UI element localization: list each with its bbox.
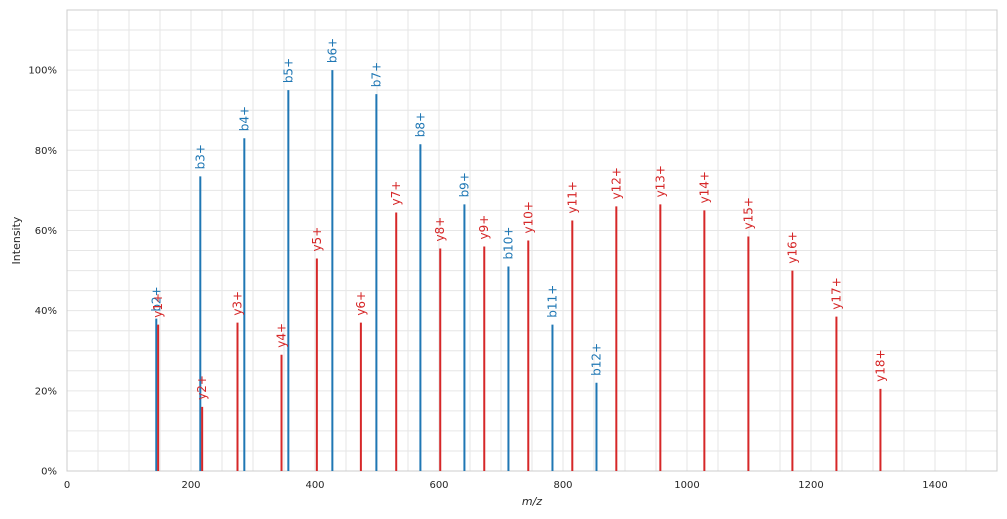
peak-label-b2: b2+ bbox=[149, 286, 163, 311]
peak-label-y13: y13+ bbox=[653, 165, 667, 197]
peak-label-y2: y2+ bbox=[195, 375, 209, 400]
peak-label-y6: y6+ bbox=[354, 291, 368, 316]
peak-label-y3: y3+ bbox=[231, 291, 245, 316]
peak-label-y10: y10+ bbox=[521, 201, 535, 233]
x-tick-label: 200 bbox=[181, 480, 200, 491]
y-axis-label: Intensity bbox=[10, 216, 23, 264]
peak-label-b8: b8+ bbox=[413, 112, 427, 137]
grid-lines bbox=[66, 9, 998, 472]
peak-label-y17: y17+ bbox=[829, 277, 843, 309]
x-tick-label: 800 bbox=[553, 480, 572, 491]
peak-label-y14: y14+ bbox=[697, 171, 711, 203]
peak-label-y7: y7+ bbox=[389, 181, 403, 206]
y-axis-ticks: 0% 20% 40% 60% 80% 100% bbox=[28, 66, 57, 478]
peak-label-y1: y1+ bbox=[151, 293, 165, 318]
peak-label-b11: b11+ bbox=[545, 285, 559, 318]
peak-label-y8: y8+ bbox=[433, 217, 447, 242]
peak-label-y11: y11+ bbox=[565, 181, 579, 213]
peak-label-b9: b9+ bbox=[457, 172, 471, 197]
peak-label-y9: y9+ bbox=[477, 215, 491, 240]
y-tick-label: 100% bbox=[28, 66, 57, 77]
y-tick-label: 60% bbox=[35, 226, 57, 237]
peak-label-b12: b12+ bbox=[589, 343, 603, 376]
peak-label-y18: y18+ bbox=[873, 349, 887, 381]
peak-label-y4: y4+ bbox=[275, 323, 289, 348]
peak-label-y12: y12+ bbox=[609, 167, 623, 199]
peak-label-b5: b5+ bbox=[281, 58, 295, 83]
peak-label-b3: b3+ bbox=[193, 144, 207, 169]
y-tick-label: 80% bbox=[35, 146, 57, 157]
peak-label-b7: b7+ bbox=[369, 62, 383, 87]
peak-label-y16: y16+ bbox=[785, 231, 799, 263]
x-tick-label: 1400 bbox=[922, 480, 947, 491]
x-axis-ticks: 0 200 400 600 800 1000 1200 1400 bbox=[64, 480, 948, 491]
peak-label-b6: b6+ bbox=[325, 38, 339, 63]
x-tick-label: 1000 bbox=[674, 480, 699, 491]
peak-label-b4: b4+ bbox=[237, 106, 251, 131]
peak-label-y5: y5+ bbox=[310, 227, 324, 252]
y-tick-label: 0% bbox=[41, 467, 57, 478]
x-tick-label: 400 bbox=[305, 480, 324, 491]
y-tick-label: 40% bbox=[35, 306, 57, 317]
peak-label-y15: y15+ bbox=[741, 197, 755, 229]
x-tick-label: 0 bbox=[64, 480, 70, 491]
x-tick-label: 600 bbox=[429, 480, 448, 491]
plot-frame bbox=[66, 9, 998, 472]
peak-label-b10: b10+ bbox=[501, 227, 515, 260]
y-tick-label: 20% bbox=[35, 386, 57, 397]
x-tick-label: 1200 bbox=[798, 480, 823, 491]
peaks: b2+ b3+ b4+ b5+ b6+ b7+ b8+ b9+ b10+ b11+ b12+ y1+ y… bbox=[149, 38, 887, 471]
x-axis-label: m/z bbox=[522, 495, 542, 508]
